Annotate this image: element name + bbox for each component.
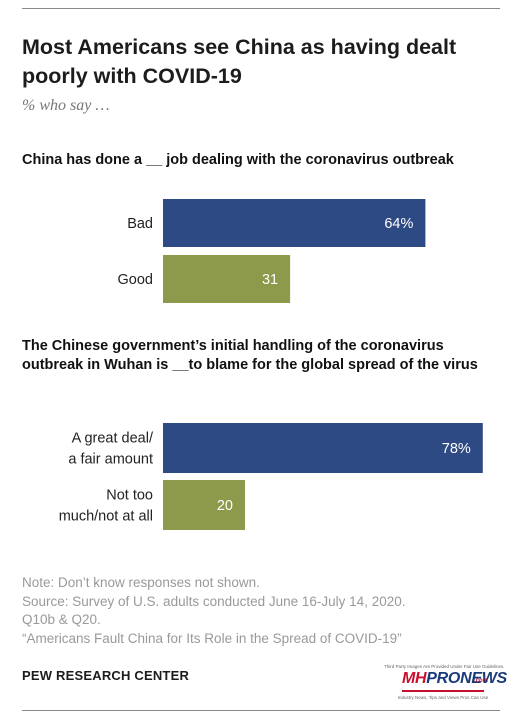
- category-label-c1-1-line0: Good: [118, 272, 153, 288]
- category-label-c1-0-line0: Bad: [127, 216, 153, 232]
- bottom-rule: [22, 710, 500, 711]
- source-organization: PEW RESEARCH CENTER: [22, 668, 190, 683]
- chart-notes: Note: Don’t know responses not shown. So…: [22, 574, 492, 648]
- watermark-brand-suffix: PRONEWS: [426, 670, 507, 687]
- question-ref-line: Q10b & Q20.: [22, 612, 101, 627]
- category-label-c2-1-line1: much/not at all: [59, 509, 153, 525]
- source-line: Source: Survey of U.S. adults conducted …: [22, 593, 406, 609]
- value-label-c1-0: 64%: [384, 216, 413, 232]
- category-label-c2-0-line0: A great deal/: [72, 431, 154, 447]
- watermark-fine-print: Third Party Images Are Provided Under Fa…: [384, 664, 505, 669]
- watermark-tagline: Industry News, Tips and Views Pros Can U…: [397, 695, 489, 700]
- value-label-c1-1: 31: [262, 272, 278, 288]
- top-rule: [22, 8, 500, 9]
- question-2-heading: The Chinese government’s initial handlin…: [22, 338, 478, 373]
- question-1-heading: China has done a __ job dealing with the…: [22, 152, 454, 168]
- chart-title: Most Americans see China as having dealt…: [22, 35, 457, 88]
- watermark-brand-prefix: MH: [402, 670, 427, 687]
- value-label-c2-1: 20: [217, 498, 233, 514]
- value-label-c2-0: 78%: [442, 441, 471, 457]
- mhpronews-watermark-logo: Third Party Images Are Provided Under Fa…: [384, 664, 507, 704]
- category-label-c2-1-line0: Not too: [106, 488, 153, 504]
- bar-c1-1: [163, 255, 291, 303]
- chart-subtitle: % who say …: [22, 97, 110, 114]
- note-line: Note: Don’t know responses not shown.: [22, 575, 260, 590]
- watermark-domain: .com: [474, 678, 489, 684]
- bar-c2-0: [163, 423, 483, 473]
- report-title-line: “Americans Fault China for Its Role in t…: [22, 630, 402, 646]
- bar-c2-1: [163, 480, 245, 530]
- watermark-underline: [402, 690, 484, 692]
- category-label-c2-0-line1: a fair amount: [68, 452, 153, 468]
- watermark-brand: MHPRONEWS: [402, 670, 507, 688]
- bar-c1-0: [163, 199, 426, 247]
